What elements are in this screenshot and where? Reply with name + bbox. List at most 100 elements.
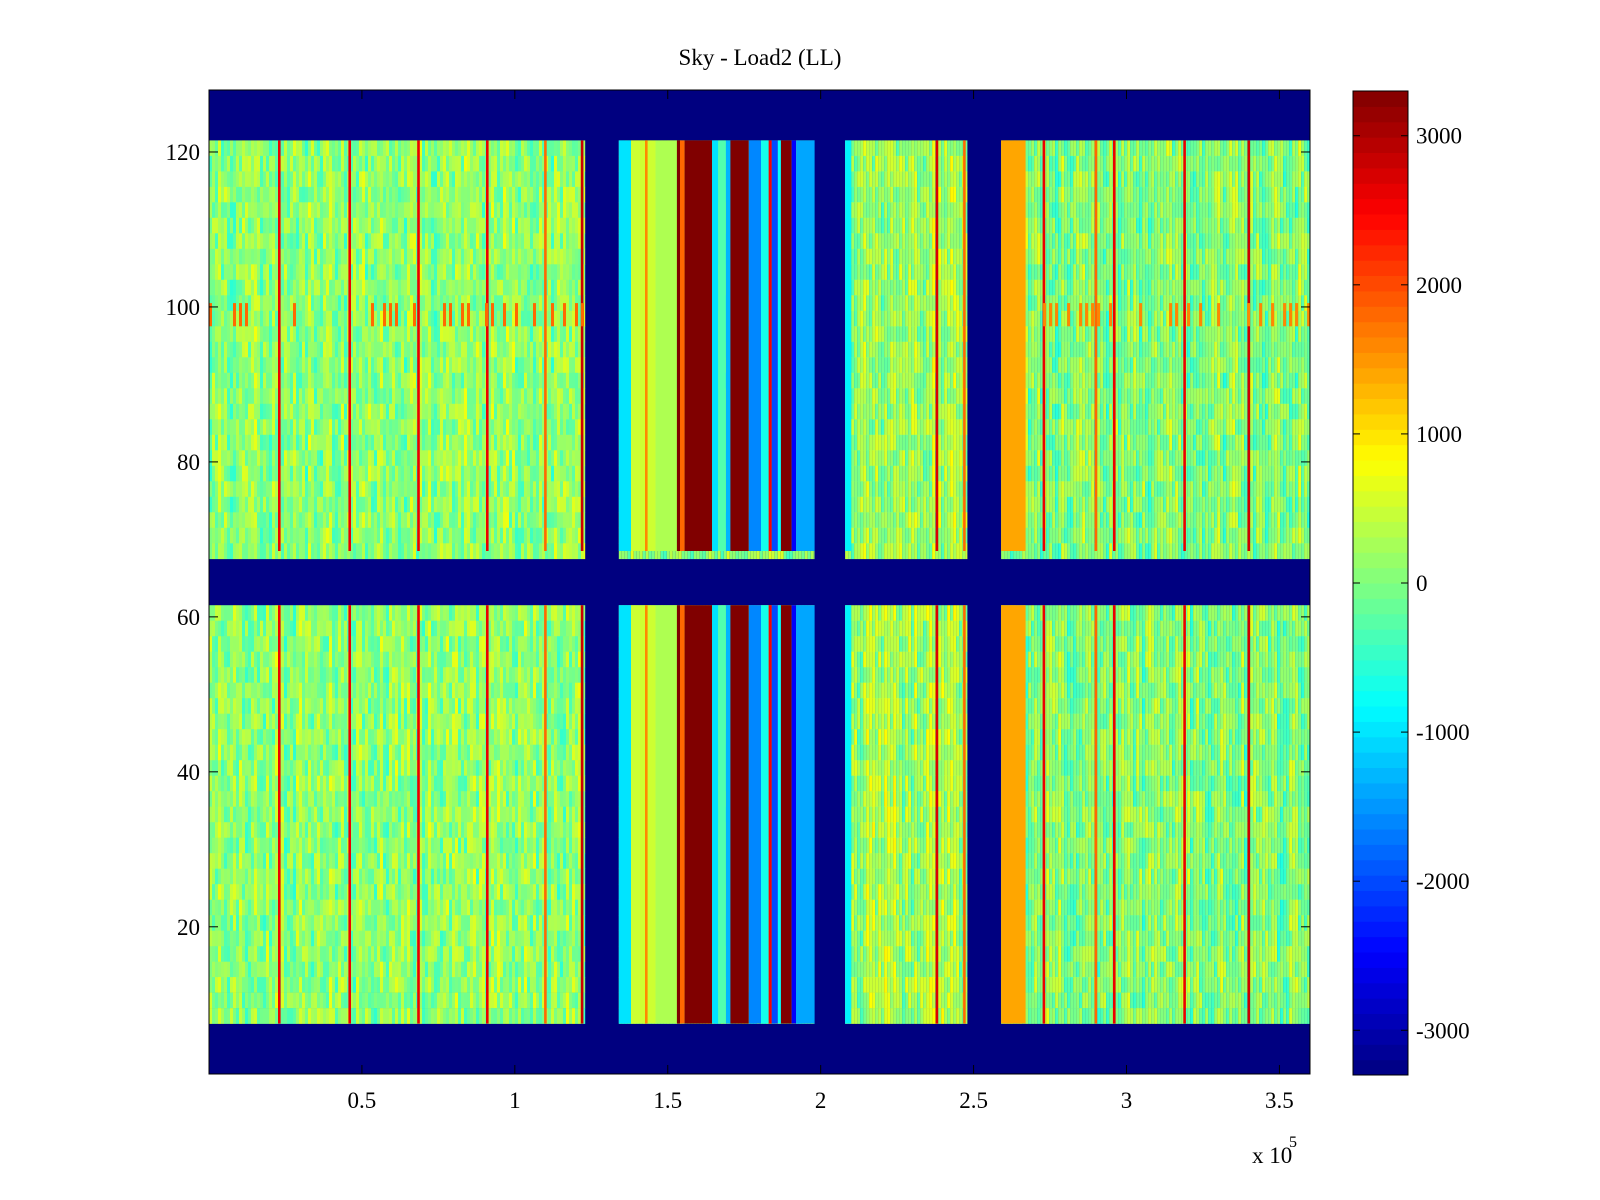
heatmap-cell [230,1008,233,1024]
heatmap-cell [542,713,545,730]
heatmap-cell [224,915,227,931]
heatmap-cell [233,651,236,668]
heatmap-cell [536,853,539,869]
heatmap-cell [266,853,269,869]
heatmap-cell [497,682,500,699]
heatmap-cell [470,899,473,916]
heatmap-cell [260,853,263,869]
heatmap-cell [503,713,506,730]
heatmap-cell [497,930,500,947]
heatmap-cell [221,961,224,978]
heatmap-cell [302,744,305,761]
heatmap-cell [299,605,302,621]
heatmap-cell [356,946,359,962]
heatmap-cell [575,775,578,792]
heatmap-cell [269,791,272,807]
heatmap-cell [578,884,581,900]
heatmap-cell [326,930,329,947]
heatmap-cell [329,853,332,869]
heatmap-cell [314,775,317,792]
heatmap-cell [431,1008,434,1024]
heatmap-cell [509,713,512,730]
heatmap-cell [515,915,518,931]
heatmap-cell [476,899,479,916]
heatmap-cell [359,868,362,885]
heatmap-cell [473,837,476,854]
heatmap-cell [341,651,344,668]
heatmap-cell [320,961,323,978]
heatmap-cell [542,899,545,916]
heatmap-cell [365,729,368,745]
heatmap-cell [311,620,314,637]
heatmap-cell [251,744,254,761]
heatmap-cell [530,729,533,745]
heatmap-cell [476,853,479,869]
heatmap-cell [503,698,506,714]
heatmap-cell [509,760,512,776]
heatmap-cell [224,667,227,683]
heatmap-cell [290,899,293,916]
heatmap-cell [542,915,545,931]
heatmap-cell [473,775,476,792]
heatmap-cell [449,698,452,714]
heatmap-cell [398,698,401,714]
heatmap-cell [446,806,449,823]
heatmap-cell [248,930,251,947]
heatmap-cell [470,884,473,900]
heatmap-cell [461,961,464,978]
heatmap-cell [344,698,347,714]
heatmap-cell [284,605,287,621]
heatmap-cell [563,605,566,621]
heatmap-cell [413,822,416,838]
heatmap-cell [524,853,527,869]
heatmap-cell [527,713,530,730]
heatmap-cell [554,915,557,931]
heatmap-cell [479,651,482,668]
heatmap-cell [548,853,551,869]
heatmap-cell [302,899,305,916]
heatmap-cell [446,899,449,916]
heatmap-cell [224,698,227,714]
heatmap-cell [263,1008,266,1024]
heatmap-cell [446,667,449,683]
heatmap-cell [269,605,272,621]
heatmap-cell [335,682,338,699]
heatmap-cell [527,837,530,854]
heatmap-cell [440,620,443,637]
heatmap-cell [335,744,338,761]
heatmap-cell [266,837,269,854]
heatmap-cell [356,853,359,869]
heatmap-cell [389,884,392,900]
heatmap-cell [428,853,431,869]
heatmap-cell [482,899,485,916]
heatmap-cell [269,868,272,885]
heatmap-cell [359,915,362,931]
heatmap-cell [320,744,323,761]
heatmap-cell [326,837,329,854]
heatmap-cell [299,775,302,792]
heatmap-cell [362,822,365,838]
heatmap-cell [506,915,509,931]
heatmap-cell [317,744,320,761]
heatmap-cell [383,620,386,637]
heatmap-cell [380,729,383,745]
heatmap-cell [413,791,416,807]
heatmap-cell [572,667,575,683]
heatmap-cell [425,868,428,885]
heatmap-cell [422,651,425,668]
heatmap-cell [218,760,221,776]
heatmap-cell [251,822,254,838]
heatmap-cell [308,760,311,776]
heatmap-cell [335,620,338,637]
heatmap-cell [440,729,443,745]
heatmap-cell [362,884,365,900]
heatmap-cell [482,729,485,745]
heatmap-cell [488,930,491,947]
heatmap-cell [305,946,308,962]
heatmap-cell [224,868,227,885]
heatmap-cell [515,744,518,761]
heatmap-cell [470,729,473,745]
heatmap-cell [374,605,377,621]
heatmap-cell [560,915,563,931]
heatmap-cell [224,930,227,947]
